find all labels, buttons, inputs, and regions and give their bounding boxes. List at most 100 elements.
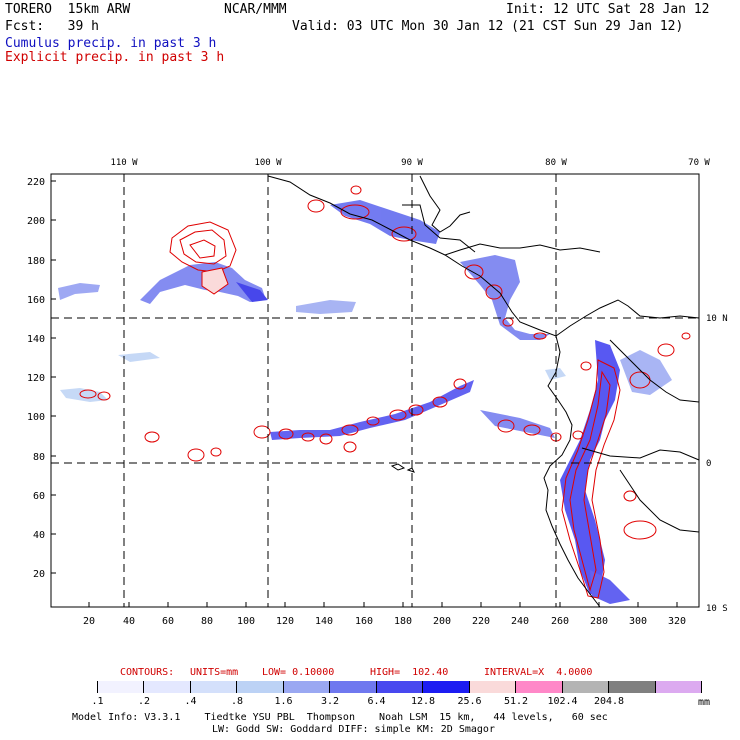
lon-label: 110 W [110, 158, 138, 168]
lat-label: 10 S [706, 604, 728, 614]
precip-contour [343, 441, 357, 453]
precip-contour [341, 424, 359, 436]
precip-contour [169, 221, 237, 273]
legend-label: 102.4 [547, 696, 578, 707]
legend-swatch [237, 681, 284, 693]
legend-swatch [469, 681, 516, 693]
x-tick: 40 [123, 616, 135, 627]
cumulus-legend-text: Cumulus precip. in past 3 h [5, 36, 217, 51]
precip-contour [453, 378, 467, 390]
coastline-central-america [267, 175, 700, 337]
legend-label: .2 [137, 696, 151, 707]
precip-area [118, 352, 160, 362]
border-interior [581, 447, 700, 461]
x-tick: 120 [276, 616, 294, 627]
coastline-south-america [543, 335, 601, 608]
forecast-hour: Fcst: 39 h [5, 19, 99, 34]
legend-swatch [655, 681, 702, 693]
legend-swatch [423, 681, 470, 693]
precip-contour [569, 370, 611, 592]
precip-contour [179, 229, 227, 265]
x-tick: 320 [668, 616, 686, 627]
precip-contour [623, 520, 657, 540]
precip-contour [210, 447, 222, 457]
precip-contour [580, 361, 592, 371]
precip-area [60, 388, 108, 402]
legend-swatch [330, 681, 377, 693]
precip-contour [464, 264, 484, 280]
precip-contour [301, 432, 315, 442]
precip-area [560, 340, 620, 595]
contours-high: HIGH= 102.40 [370, 667, 449, 678]
contours-label: CONTOURS: [120, 667, 175, 678]
legend-swatch [97, 681, 144, 693]
legend-label: 3.2 [320, 696, 340, 707]
precip-contour [350, 185, 362, 195]
precip-contour [561, 359, 621, 599]
precip-area [590, 570, 630, 604]
y-tick: 100 [27, 412, 45, 423]
galapagos [390, 463, 415, 473]
legend-label: 1.6 [274, 696, 293, 707]
physics-info: LW: Godd SW: Goddard DIFF: simple KM: 2D… [212, 724, 495, 735]
y-tick: 80 [33, 452, 45, 463]
x-tick: 100 [237, 616, 255, 627]
precip-area [58, 283, 100, 300]
contours-interval: INTERVAL=X 4.0000 [484, 667, 593, 678]
coastlines [267, 175, 700, 608]
precip-contour [408, 404, 424, 416]
legend-swatch [190, 681, 237, 693]
precip-contour [623, 490, 637, 502]
legend-label: 25.6 [457, 696, 482, 707]
precip-contour [533, 332, 547, 340]
lon-label: 70 W [688, 158, 710, 168]
precip-area [620, 350, 672, 395]
legend-swatch [144, 681, 191, 693]
border-honduras [439, 237, 476, 253]
coastline-caribbean [444, 243, 601, 256]
contours-low: LOW= 0.10000 [262, 667, 335, 678]
legend-label: 6.4 [367, 696, 386, 707]
contours-units: UNITS=mm [190, 667, 239, 678]
gridlines [51, 174, 699, 607]
precip-contour [340, 204, 370, 220]
precip-contour [366, 416, 380, 426]
precip-contour [144, 431, 160, 443]
precip-contour [391, 226, 417, 242]
precip-contour [79, 389, 97, 399]
legend-label: 12.8 [410, 696, 436, 707]
precip-area [460, 255, 550, 340]
border-mexico-guatemala [402, 204, 441, 239]
precip-area [296, 300, 356, 314]
legend-swatch [283, 681, 330, 693]
x-tick: 280 [590, 616, 608, 627]
x-tick: 160 [355, 616, 373, 627]
y-tick: 220 [27, 177, 45, 188]
legend-unit: mm [698, 697, 711, 708]
x-tick: 80 [201, 616, 213, 627]
x-tick: 200 [433, 616, 451, 627]
precip-contour [497, 419, 515, 433]
precip-contour [97, 391, 111, 401]
x-tick: 260 [551, 616, 569, 627]
y-tick: 120 [27, 373, 45, 384]
precip-contour [681, 332, 691, 340]
precip-contour [485, 284, 503, 300]
precip-contour [432, 396, 448, 408]
precip-area [270, 380, 474, 440]
organization: NCAR/MMM [224, 2, 287, 17]
lon-label: 100 W [254, 158, 282, 168]
precip-contour [319, 433, 333, 445]
lat-label: 10 N [706, 314, 728, 324]
x-tick: 20 [83, 616, 95, 627]
border-interior-2 [619, 469, 700, 533]
precip-contour [572, 430, 584, 440]
model-info: Model Info: V3.3.1 Tiedtke YSU PBL Thomp… [72, 712, 608, 723]
model-title: TORERO 15km ARW [5, 2, 131, 17]
precip-contour [253, 425, 271, 439]
valid-time: Valid: 03 UTC Mon 30 Jan 12 (21 CST Sun … [292, 19, 684, 34]
x-tick: 240 [511, 616, 529, 627]
y-tick: 180 [27, 256, 45, 267]
x-tick: 300 [629, 616, 647, 627]
